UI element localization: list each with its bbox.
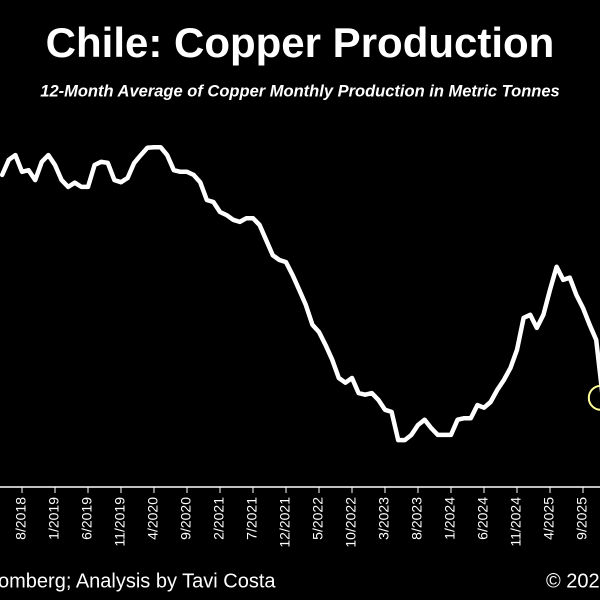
x-tick-label: 2/2021: [211, 497, 227, 540]
x-tick-label: 11/2019: [112, 497, 128, 547]
x-tick-label: 6/2019: [79, 497, 95, 540]
x-tick-label: 3/2023: [376, 497, 392, 540]
source: omberg; Analysis by Tavi Costa: [0, 570, 276, 592]
x-tick-label: 9/2020: [178, 497, 194, 540]
x-tick-label: 12/2021: [277, 497, 293, 548]
x-tick-label: 1/2019: [46, 497, 62, 540]
x-tick-label: 5/2022: [310, 497, 326, 540]
x-tick-label: 7/2021: [244, 497, 260, 540]
line: [0, 144, 600, 443]
x-tick-label: 6/2024: [475, 497, 491, 540]
x-tick-label: 1/2024: [442, 497, 458, 540]
highlight-circle: [587, 384, 600, 411]
x-tick-label: 4/2020: [145, 497, 161, 540]
x-tick-label: 9/2025: [574, 497, 590, 540]
x-tick-label: 11/2024: [508, 497, 524, 547]
chart-subtitle: 12-Month Average of Copper Monthly Produ…: [40, 82, 559, 100]
chart-title: Chile: Copper Production: [46, 19, 555, 66]
x-tick-label: 4/2025: [541, 497, 557, 540]
x-tick-label: 8/2023: [409, 497, 425, 540]
x-tick-label: 10/2022: [343, 497, 359, 548]
copyright: © 202: [546, 570, 600, 592]
x-tick-label: 8/2018: [13, 497, 29, 540]
